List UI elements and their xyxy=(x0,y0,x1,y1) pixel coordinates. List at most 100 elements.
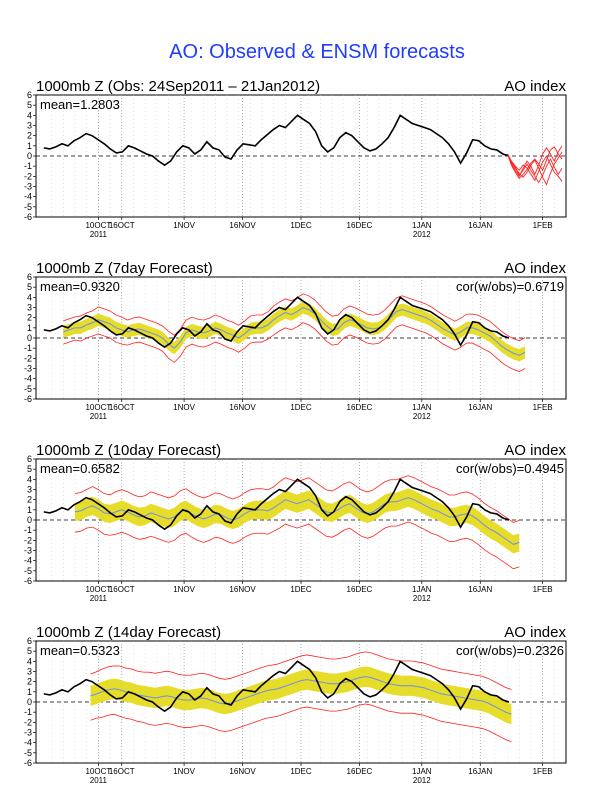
x-tick-label: 16DEC xyxy=(347,767,373,776)
x-tick-label: 16DEC xyxy=(347,403,373,412)
x-tick-year: 2012 xyxy=(413,594,431,603)
x-tick-year: 2012 xyxy=(413,230,431,239)
mean-text: mean=0.6582 xyxy=(40,461,120,476)
ensemble-max-line xyxy=(63,293,526,342)
x-tick-label: 10OCT xyxy=(85,221,111,230)
y-tick-label: -1 xyxy=(24,343,32,353)
y-tick-label: 3 xyxy=(27,667,32,677)
x-tick-label: 16OCT xyxy=(109,585,135,594)
y-tick-label: 6 xyxy=(27,636,32,646)
y-tick-label: 6 xyxy=(27,272,32,282)
x-tick-year: 2011 xyxy=(90,412,108,421)
ensemble-mean-line xyxy=(63,306,526,356)
y-tick-label: 4 xyxy=(27,656,32,666)
member-forecast-line xyxy=(507,153,563,182)
ensemble-min-line xyxy=(90,703,512,743)
cor-text: cor(w/obs)=0.2326 xyxy=(456,643,564,658)
x-tick-label: 10OCT xyxy=(85,585,111,594)
ensemble-band xyxy=(90,666,512,725)
y-tick-label: -1 xyxy=(24,161,32,171)
x-tick-label: 1DEC xyxy=(290,403,312,412)
y-tick-label: 4 xyxy=(27,110,32,120)
y-tick-label: 6 xyxy=(27,90,32,100)
x-tick-label: 16JAN xyxy=(468,221,492,230)
ensemble-max-line xyxy=(74,475,520,523)
ensemble-min-line xyxy=(74,521,520,570)
mean-text: mean=0.9320 xyxy=(40,279,120,294)
x-tick-year: 2011 xyxy=(90,776,108,785)
x-tick-label: 16OCT xyxy=(109,403,135,412)
panels: 1000mb Z (Obs: 24Sep2011 – 21Jan2012) AO … xyxy=(24,78,567,785)
x-tick-label: 16OCT xyxy=(109,221,135,230)
panel-title: 1000mb Z (14day Forecast) xyxy=(36,624,221,641)
cor-text: cor(w/obs)=0.6719 xyxy=(456,279,564,294)
ensemble-min-line xyxy=(63,322,526,372)
y-tick-label: -3 xyxy=(24,546,32,556)
x-tick-year: 2012 xyxy=(413,412,431,421)
x-tick-label: 16JAN xyxy=(468,403,492,412)
x-tick-label: 16NOV xyxy=(229,585,256,594)
y-tick-label: -4 xyxy=(24,374,32,384)
ensemble-mean-line xyxy=(90,676,512,715)
y-tick-label: 5 xyxy=(27,464,32,474)
y-tick-label: 0 xyxy=(27,697,32,707)
y-tick-label: 0 xyxy=(27,333,32,343)
x-tick-label: 1FEB xyxy=(533,403,553,412)
panel-right-title: AO index xyxy=(504,78,566,95)
panel-title: 1000mb Z (Obs: 24Sep2011 – 21Jan2012) xyxy=(36,78,320,95)
mean-text: mean=1.2803 xyxy=(40,97,120,112)
x-tick-year: 2011 xyxy=(90,594,108,603)
y-tick-label: -5 xyxy=(24,566,32,576)
y-tick-label: -2 xyxy=(24,171,32,181)
x-tick-label: 16JAN xyxy=(468,767,492,776)
y-tick-label: 3 xyxy=(27,485,32,495)
observed-line xyxy=(43,296,510,349)
y-tick-label: -2 xyxy=(24,353,32,363)
x-tick-label: 1JAN xyxy=(412,221,432,230)
ensemble-max-line xyxy=(90,651,512,690)
x-tick-year: 2011 xyxy=(90,230,108,239)
x-tick-label: 16DEC xyxy=(347,585,373,594)
observed-line xyxy=(43,660,510,713)
y-tick-label: 4 xyxy=(27,292,32,302)
x-tick-label: 10OCT xyxy=(85,403,111,412)
ensemble-band xyxy=(63,301,526,362)
x-tick-label: 1NOV xyxy=(173,403,195,412)
x-tick-label: 1FEB xyxy=(533,585,553,594)
panel-right-title: AO index xyxy=(504,260,566,277)
ensemble-band xyxy=(74,488,520,554)
x-tick-label: 1NOV xyxy=(173,585,195,594)
panel-right-title: AO index xyxy=(504,624,566,641)
panel-4: 1000mb Z (14day Forecast) AO index6543210… xyxy=(24,624,567,785)
y-tick-label: 2 xyxy=(27,495,32,505)
y-tick-label: -3 xyxy=(24,364,32,374)
x-tick-year: 2012 xyxy=(413,776,431,785)
x-tick-label: 16NOV xyxy=(229,221,256,230)
y-tick-label: 2 xyxy=(27,313,32,323)
x-tick-label: 1FEB xyxy=(533,767,553,776)
y-tick-label: 5 xyxy=(27,646,32,656)
y-tick-label: 1 xyxy=(27,505,32,515)
y-tick-label: 0 xyxy=(27,151,32,161)
ensemble-mean-line xyxy=(74,497,520,545)
y-tick-label: 6 xyxy=(27,454,32,464)
y-tick-label: -4 xyxy=(24,556,32,566)
member-forecast-line xyxy=(507,145,563,178)
y-tick-label: -3 xyxy=(24,728,32,738)
y-tick-label: 4 xyxy=(27,474,32,484)
y-tick-label: -2 xyxy=(24,535,32,545)
y-tick-label: -1 xyxy=(24,525,32,535)
x-tick-label: 16NOV xyxy=(229,767,256,776)
y-tick-label: -6 xyxy=(24,212,32,222)
member-forecast-line xyxy=(507,146,563,180)
y-tick-label: -5 xyxy=(24,384,32,394)
y-tick-label: 0 xyxy=(27,515,32,525)
x-tick-label: 16JAN xyxy=(468,585,492,594)
y-tick-label: 1 xyxy=(27,323,32,333)
observed-line xyxy=(43,478,510,531)
y-tick-label: -5 xyxy=(24,748,32,758)
panel-2: 1000mb Z (7day Forecast) AO index6543210-… xyxy=(24,260,567,421)
x-tick-label: 1JAN xyxy=(412,585,432,594)
x-tick-label: 1NOV xyxy=(173,221,195,230)
